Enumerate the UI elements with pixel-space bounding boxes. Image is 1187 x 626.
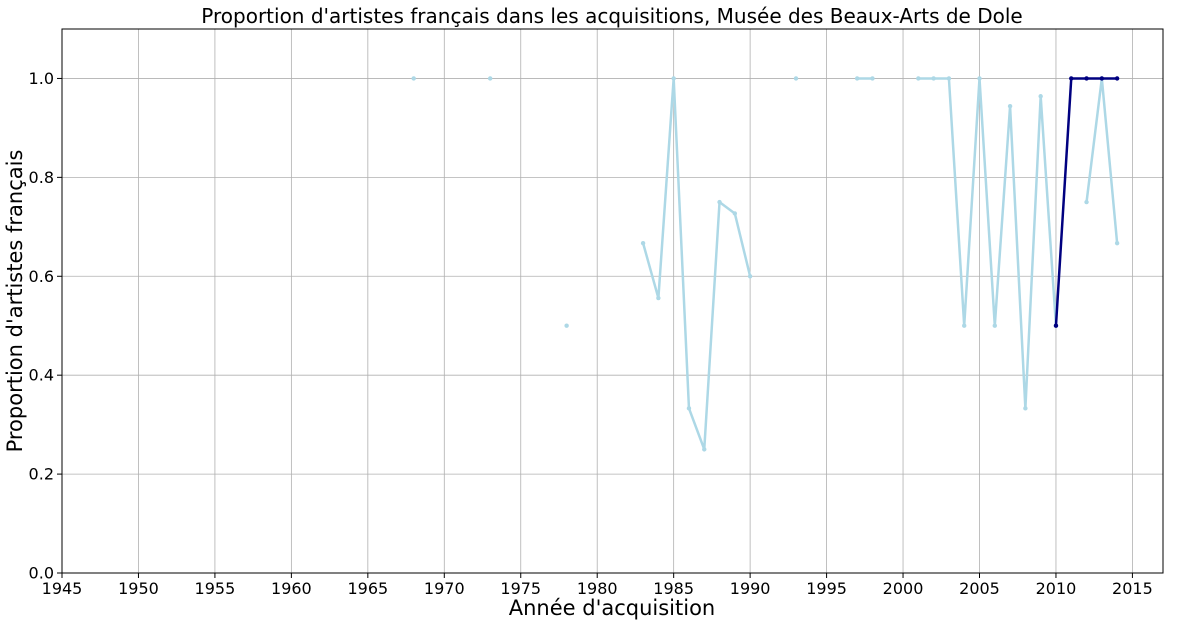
- x-tick-label: 1955: [195, 579, 236, 598]
- data-point: [1099, 76, 1105, 81]
- data-point: [962, 323, 967, 328]
- x-tick-label: 1945: [42, 579, 83, 598]
- data-point: [671, 76, 676, 81]
- x-tick-label: 2000: [883, 579, 924, 598]
- data-point: [870, 76, 875, 81]
- x-tick-label: 1980: [577, 579, 618, 598]
- data-point: [1084, 199, 1089, 205]
- data-point: [1114, 240, 1120, 246]
- data-point: [916, 76, 921, 81]
- y-axis-label: Proportion d'artistes français: [3, 150, 27, 453]
- series-0: [411, 76, 1120, 452]
- data-point: [686, 406, 692, 411]
- data-point: [656, 295, 661, 301]
- data-point: [1084, 76, 1089, 81]
- chart-title: Proportion d'artistes français dans les …: [201, 4, 1022, 28]
- data-point: [564, 323, 569, 328]
- data-point: [747, 274, 753, 279]
- x-tick-label: 1975: [500, 579, 541, 598]
- series-line: [641, 77, 1119, 451]
- x-tick-label: 1985: [653, 579, 694, 598]
- y-tick-label: 0.4: [29, 366, 54, 385]
- data-point: [717, 199, 722, 205]
- y-tick-label: 0.6: [29, 267, 54, 286]
- data-point: [977, 76, 982, 81]
- data-point: [640, 240, 646, 246]
- x-tick-label: 1950: [118, 579, 159, 598]
- x-tick-label: 2010: [1036, 579, 1077, 598]
- grid: [61, 29, 1163, 574]
- data-point: [1053, 323, 1059, 328]
- data-point: [931, 76, 936, 81]
- y-tick-label: 0.0: [29, 564, 54, 583]
- series-layer: [411, 76, 1120, 452]
- data-point: [1023, 406, 1028, 411]
- ticks: 1945 1950 1955 1960 1965 1970 1975 1980 1985 1990…: [29, 69, 1153, 598]
- data-point: [702, 447, 707, 452]
- y-tick-label: 0.2: [29, 465, 54, 484]
- data-point: [732, 211, 738, 216]
- x-axis-label: Année d'acquisition: [509, 596, 716, 620]
- y-tick-label: 0.8: [29, 168, 54, 187]
- x-tick-label: 1965: [347, 579, 388, 598]
- data-point: [992, 323, 997, 328]
- data-point: [946, 76, 952, 81]
- plot-frame: [61, 28, 1164, 574]
- data-point: [1038, 94, 1043, 99]
- x-tick-label: 1995: [806, 579, 847, 598]
- x-tick-label: 2005: [959, 579, 1000, 598]
- data-point: [854, 76, 860, 81]
- data-point: [1069, 76, 1074, 81]
- series-1: [1053, 76, 1120, 328]
- x-tick-label: 1990: [730, 579, 771, 598]
- data-point: [1114, 76, 1120, 81]
- data-point: [793, 76, 799, 81]
- data-point: [411, 76, 416, 81]
- x-tick-label: 2015: [1112, 579, 1153, 598]
- x-tick-label: 1970: [424, 579, 465, 598]
- y-tick-label: 1.0: [29, 69, 54, 88]
- data-point: [487, 76, 493, 81]
- data-point: [1007, 103, 1013, 109]
- x-tick-label: 1960: [271, 579, 312, 598]
